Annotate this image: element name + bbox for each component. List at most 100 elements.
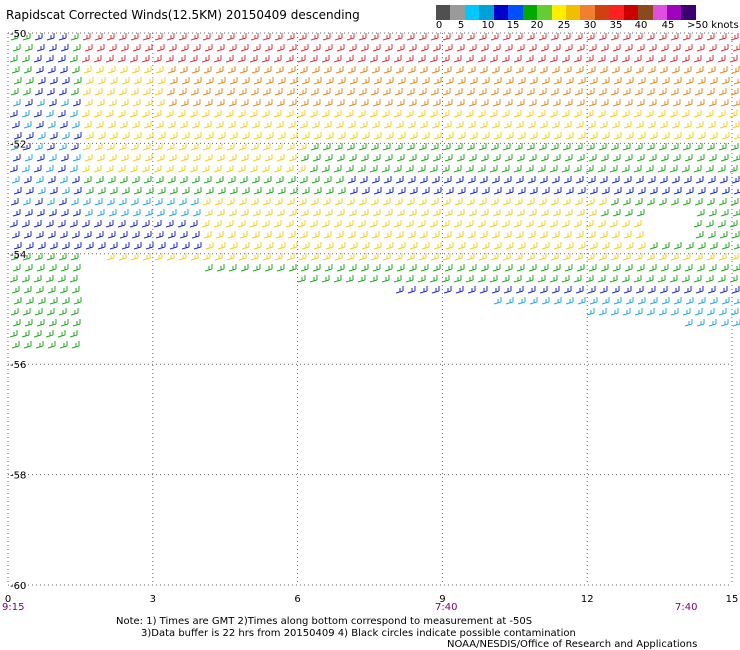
wind-barb — [153, 165, 162, 173]
wind-barb — [610, 143, 619, 151]
wind-barb — [622, 198, 631, 206]
wind-barb — [717, 275, 726, 283]
wind-barb — [541, 242, 550, 250]
wind-barb — [36, 99, 45, 107]
wind-barb — [683, 66, 692, 74]
wind-barb — [406, 143, 415, 151]
legend-swatch — [436, 5, 451, 20]
wind-barb — [406, 88, 415, 96]
wind-barb — [132, 209, 141, 217]
wind-barb — [397, 187, 406, 195]
wind-barb — [144, 44, 153, 52]
legend-label: 45 — [661, 20, 675, 31]
wind-barb — [575, 121, 584, 129]
wind-barb — [670, 253, 679, 261]
wind-barb — [623, 121, 632, 129]
wind-barb — [274, 253, 283, 261]
wind-barb — [191, 121, 200, 129]
wind-barb — [516, 154, 525, 162]
wind-barb — [345, 165, 354, 173]
wind-barb — [693, 55, 702, 63]
wind-barb — [503, 66, 512, 74]
wind-barb — [381, 110, 390, 118]
wind-barb — [46, 198, 55, 206]
wind-barb — [526, 143, 535, 151]
wind-barb — [34, 308, 43, 316]
wind-barb — [309, 165, 318, 173]
wind-barb — [250, 88, 259, 96]
wind-barb — [83, 121, 92, 129]
wind-barb — [201, 55, 210, 63]
wind-barb — [382, 143, 391, 151]
wind-barb — [33, 330, 42, 338]
wind-barb — [466, 198, 475, 206]
wind-barb — [97, 242, 106, 250]
wind-barb — [719, 121, 728, 129]
wind-barb — [237, 55, 246, 63]
wind-barb — [335, 121, 344, 129]
wind-barb — [634, 308, 643, 316]
wind-barb — [504, 44, 513, 52]
wind-barb — [154, 88, 163, 96]
wind-barb — [526, 33, 535, 41]
wind-barb — [493, 297, 502, 305]
legend-swatch — [580, 5, 595, 20]
wind-barb — [669, 275, 678, 283]
wind-barb — [301, 132, 310, 140]
wind-barb — [420, 209, 429, 217]
wind-barb — [336, 154, 345, 162]
wind-barb — [312, 154, 321, 162]
wind-barb — [348, 99, 357, 107]
wind-barb — [347, 176, 356, 184]
wind-barb — [696, 44, 705, 52]
wind-barb — [406, 198, 415, 206]
wind-barb — [514, 33, 523, 41]
wind-barb — [45, 330, 54, 338]
wind-barb — [141, 165, 150, 173]
wind-barb — [611, 286, 620, 294]
wind-barb — [551, 121, 560, 129]
wind-barb — [229, 132, 238, 140]
wind-barb — [298, 253, 307, 261]
wind-barb — [217, 77, 226, 85]
wind-barb — [529, 132, 538, 140]
wind-barb — [252, 99, 261, 107]
wind-barb — [610, 253, 619, 261]
wind-barb — [35, 231, 44, 239]
wind-barb — [213, 55, 222, 63]
wind-barb — [489, 110, 498, 118]
wind-barb — [540, 209, 549, 217]
wind-barb — [238, 198, 247, 206]
wind-barb — [517, 132, 526, 140]
wind-barb — [24, 319, 33, 327]
wind-barb — [613, 77, 622, 85]
wind-barb — [93, 165, 102, 173]
wind-barb — [370, 143, 379, 151]
wind-barb — [106, 198, 115, 206]
wind-barb — [264, 264, 273, 272]
wind-barb — [683, 121, 692, 129]
wind-barb — [228, 154, 237, 162]
wind-barb — [553, 187, 562, 195]
wind-barb — [718, 88, 727, 96]
wind-barb — [250, 143, 259, 151]
wind-barb — [693, 275, 702, 283]
wind-barb — [467, 121, 476, 129]
wind-barb — [261, 110, 270, 118]
wind-barb — [286, 33, 295, 41]
wind-barb — [323, 231, 332, 239]
wind-barb — [265, 77, 274, 85]
wind-barb — [118, 143, 127, 151]
wind-barb — [288, 44, 297, 52]
wind-barb — [275, 176, 284, 184]
wind-barb — [621, 55, 630, 63]
wind-barb — [417, 55, 426, 63]
wind-barb — [540, 99, 549, 107]
wind-barb — [165, 55, 174, 63]
wind-barb — [622, 308, 631, 316]
wind-barb — [35, 176, 44, 184]
wind-barb — [708, 154, 717, 162]
wind-barb — [97, 132, 106, 140]
wind-barb — [23, 231, 32, 239]
wind-barb — [684, 44, 693, 52]
